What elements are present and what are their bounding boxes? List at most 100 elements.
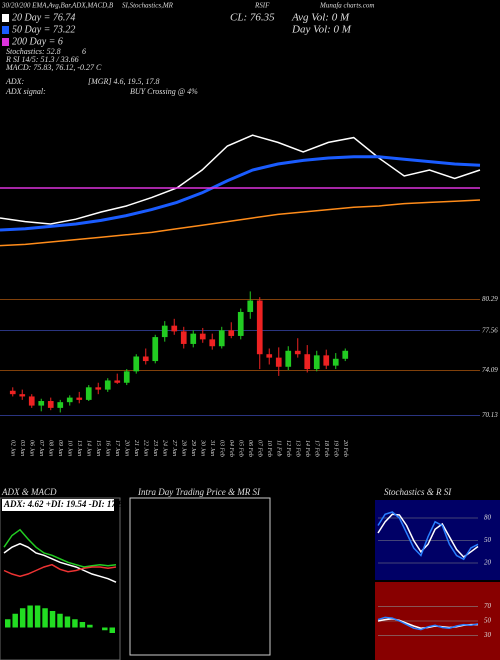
y-tick-label: 50 [484,536,492,544]
bar [72,619,78,628]
candle-body [9,390,16,395]
x-tick-label: 23 Jan [152,440,158,456]
y-tick-label: 30 [483,631,492,639]
candle-body [323,355,330,366]
x-tick-label: 14 Feb [304,440,311,457]
candle-body [47,401,54,408]
x-tick-label: 31 Jan [209,439,215,456]
x-tick-label: 12 Feb [285,440,291,457]
x-tick-label: 24 Jan [161,440,168,456]
candle-body [95,387,102,390]
candle-body [275,357,282,367]
bar [87,624,93,628]
x-tick-label: 19 Feb [332,440,338,457]
bar [102,627,108,631]
x-tick-label: 20 Feb [342,440,348,457]
x-tick-label: 14 Jan [85,440,92,456]
bar [12,613,18,628]
x-tick-label: 18 Feb [323,440,329,457]
x-tick-label: 07 Feb [256,440,262,457]
candle-body [28,396,35,406]
header-text: SI,Stochastics,MR [122,2,174,10]
x-tick-label: 06 Feb [247,440,253,457]
series-line [0,199,481,247]
panel-subtitle: ADX: 4.62 +DI: 19.54 -DI: 17.82 [3,499,128,509]
x-tick-label: 03 Jan [19,440,25,456]
y-tick-label: 80.29 [482,295,498,303]
candle-body [180,331,187,344]
y-tick-label: 20 [484,559,492,567]
y-tick-label: 70.13 [482,411,498,419]
x-tick-label: 13 Jan [76,440,82,456]
legend-swatch [2,38,9,46]
candle-body [332,358,339,366]
series-line [0,134,481,225]
annotation: BUY Crossing @ 4% [130,87,198,96]
candle-body [85,387,92,400]
intra-frame [129,497,271,656]
candle-body [247,300,254,312]
annotation: ADX: [5,77,25,86]
x-tick-label: 29 Jan [190,440,196,456]
x-tick-label: 03 Feb [218,440,224,457]
candle-body [66,397,73,403]
legend-swatch [2,14,9,22]
bar [42,608,48,628]
x-tick-label: 28 Jan [180,440,186,456]
candle-body [228,330,235,336]
x-tick-label: 27 Jan [171,440,177,456]
candle-body [209,339,216,347]
x-tick-label: 07 Jan [38,440,44,456]
x-tick-label: 02 Jan [9,440,15,456]
series-line [3,528,117,568]
candle-body [123,371,130,383]
annotation: R SI 14/5: 51.3 / 33.66 [5,55,79,64]
annotation: CL: 76.35 [230,12,275,24]
legend-label: 50 Day = 73.22 [12,24,75,35]
candle-body [285,350,292,367]
y-tick-label: 80 [484,514,492,522]
candle-body [76,397,83,400]
x-tick-label: 22 Jan [142,440,148,456]
panel-title: Stochastics & R SI [384,487,452,497]
candle-body [190,333,197,344]
candle-body [199,333,206,340]
subtitle-box [2,499,114,511]
candle-body [142,356,149,362]
x-tick-label: 21 Jan [133,440,139,456]
series-line [3,563,117,578]
candle-body [313,355,320,370]
x-tick-label: 13 Feb [294,440,300,457]
annotation: [MGR] 4.6, 19.5, 17.8 [88,77,160,86]
bar [5,619,11,628]
y-tick-label: 77.56 [482,326,498,334]
x-tick-label: 06 Jan [28,440,34,456]
series-line [377,616,479,631]
header-text: Munafa charts.com [319,2,374,10]
header-text: 30/20/200 EMA,Avg,Bar,ADX,MACD,B [1,2,114,10]
legend-label: 20 Day = 76.74 [12,12,75,23]
bar [34,605,41,628]
candle-body [266,354,273,358]
x-tick-label: 04 Feb [228,440,235,457]
stoch-panel [375,500,500,580]
annotation: 6 [82,47,86,56]
legend-label: 200 Day = 6 [12,36,63,47]
candle-body [57,402,64,408]
legend-swatch [2,26,9,34]
x-tick-label: 08 Jan [47,440,53,456]
candle-body [237,311,244,336]
annotation: MACD: 75.83, 76.12, -0.27 C [5,63,102,72]
candle-body [114,380,121,383]
header-text: RSIF [254,2,270,10]
x-tick-label: 09 Jan [57,440,63,456]
series-line [0,155,481,232]
annotation: ADX signal: [5,87,46,96]
bar [19,608,26,628]
x-tick-label: 15 Jan [95,440,101,456]
annotation: Stochastics: 52.8 [6,47,61,56]
candle-body [294,350,301,355]
candle-body [218,330,225,347]
